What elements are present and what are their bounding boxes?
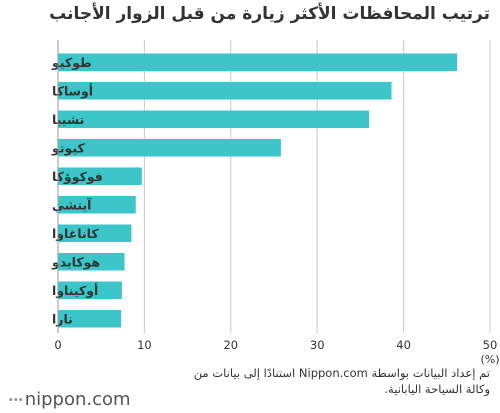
bar (58, 110, 370, 128)
chart-title: ترتيب المحافظات الأكثر زيارة من قبل الزو… (49, 4, 490, 24)
bar (58, 281, 122, 299)
x-tick-label: 50 (483, 338, 498, 352)
category-label: نارا (52, 311, 73, 326)
logo-dots-icon: ••• (8, 394, 24, 406)
bar (58, 139, 281, 157)
x-tick-label: 40 (396, 338, 411, 352)
bar (58, 196, 136, 214)
category-label: كيوتو (51, 140, 85, 155)
x-axis-unit-label: (%) (480, 353, 499, 365)
bar (58, 82, 392, 100)
category-label: تشيبا (52, 112, 84, 127)
logo-text: nippon.com (24, 389, 131, 410)
category-label: كاناغاوا (52, 226, 99, 241)
bar (58, 167, 142, 185)
x-tick-label: 10 (137, 338, 152, 352)
x-tick-label: 0 (54, 338, 61, 352)
bar (58, 53, 458, 71)
bar (58, 253, 125, 271)
x-tick-label: 30 (310, 338, 325, 352)
category-label: أوكيناوا (52, 282, 98, 298)
nippon-logo: ••• nippon.com (8, 389, 131, 410)
category-label: فوكوؤكا (52, 169, 103, 184)
x-tick-label: 20 (223, 338, 238, 352)
bar (58, 310, 122, 328)
bar (58, 224, 132, 242)
category-label: آيتشي (52, 197, 92, 212)
bar-chart: 0 10 20 30 40 50(%) طوكيو أوساكا تشيبا كيوتو فوكوؤ… (51, 40, 500, 365)
category-label: هوكايدو (51, 254, 100, 269)
category-label: طوكيو (51, 55, 92, 70)
category-label: أوساكا (52, 82, 93, 98)
source-note: تم إعداد البيانات بواسطة Nippon.com استن… (193, 366, 490, 396)
